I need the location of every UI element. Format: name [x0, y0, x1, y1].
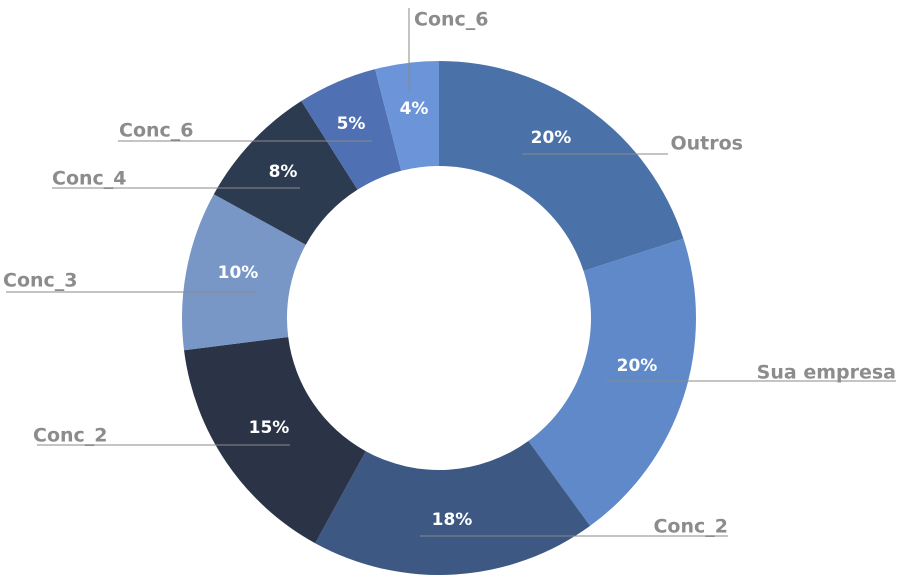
category-label: Conc_2: [33, 425, 108, 447]
category-labels: Outros Sua empresa Conc_2 Conc_2 Conc_3 Conc_…: [3, 9, 896, 538]
slice-conc-4-5: [213, 101, 358, 245]
slice-value-label: 4%: [400, 99, 429, 119]
slice-value-label: 20%: [531, 128, 572, 148]
category-label: Conc_4: [52, 168, 127, 190]
slice-value-label: 8%: [269, 162, 298, 182]
slice-conc-3-4: [182, 194, 306, 351]
donut-slices: [182, 61, 696, 575]
slice-value-label: 15%: [249, 418, 290, 438]
slice-conc-6-6: [301, 69, 402, 190]
category-label: Conc_3: [3, 270, 78, 292]
slice-conc-6-7: [375, 61, 439, 171]
leader-lines: [6, 8, 896, 537]
category-label: Conc_6: [414, 9, 489, 31]
category-label: Outros: [671, 133, 744, 155]
category-label: Conc_6: [119, 120, 194, 142]
slice-conc-2-3: [184, 337, 366, 544]
slice-sua-empresa-1: [528, 238, 696, 526]
percent-labels: 20% 20% 18% 15% 10% 8% 5% 4%: [218, 99, 658, 530]
slice-outros-0: [439, 61, 684, 272]
category-label: Conc_2: [653, 516, 728, 538]
slice-value-label: 5%: [337, 114, 366, 134]
slice-value-label: 18%: [432, 510, 473, 530]
slice-conc-2-2: [315, 440, 591, 575]
slice-value-label: 20%: [617, 356, 658, 376]
slice-value-label: 10%: [218, 263, 259, 283]
category-label: Sua empresa: [757, 362, 896, 384]
